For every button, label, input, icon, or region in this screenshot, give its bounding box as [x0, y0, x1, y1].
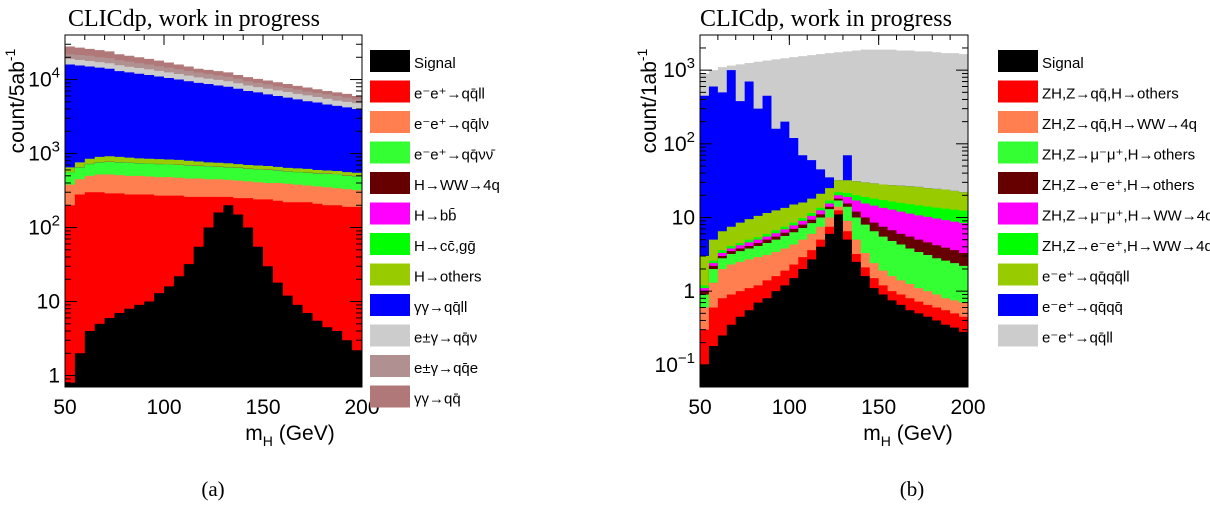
legend-label: ZH,Z→e⁻e⁺,H→WW→4q: [1042, 238, 1210, 255]
legend-label: H→others: [414, 269, 482, 286]
stack-area-1: [700, 214, 968, 387]
legend-swatch: [998, 233, 1038, 255]
y-tick-label: 1: [683, 280, 695, 303]
legend-swatch: [370, 324, 410, 347]
legend-swatch: [998, 263, 1038, 286]
y-tick-label: 10: [37, 291, 60, 314]
legend-swatch: [370, 385, 410, 408]
y-tick-label: 104: [28, 65, 60, 92]
legend-swatch: [370, 263, 410, 286]
legend-swatch: [998, 294, 1038, 316]
legend-label: ZH,Z→qq̄,H→WW→4q: [1042, 116, 1197, 133]
legend-label: ZH,Z→μ⁻μ⁺,H→others: [1042, 147, 1195, 164]
legend-label: e⁻e⁺→qq̄qq̄: [1042, 299, 1123, 316]
legend-swatch: [370, 233, 410, 255]
chart-2-areas: [700, 49, 968, 387]
chart-2-header: CLICdp, work in progress: [700, 6, 952, 32]
y-axis-label: count/5ab-1: [2, 48, 29, 153]
chart-2-legend: Signal ZH,Z→qq̄,H→others ZH,Z→qq̄,H→WW→4q Z…: [998, 50, 1210, 347]
y-tick-label: 1: [48, 365, 60, 388]
chart-1-header: CLICdp, work in progress: [68, 6, 320, 32]
chart-1-panel-label: (a): [201, 477, 224, 501]
legend-swatch: [998, 202, 1038, 225]
x-tick-label: 150: [861, 396, 896, 419]
legend-swatch: [370, 50, 410, 72]
legend-swatch: [370, 355, 410, 377]
legend-swatch: [998, 172, 1038, 194]
y-tick-label: 10: [672, 206, 695, 229]
legend-label: Signal: [414, 55, 456, 72]
legend-label: H→WW→4q: [414, 177, 500, 194]
x-tick-label: 100: [772, 396, 807, 419]
legend-label: e⁻e⁺→qq̄νν̄: [414, 147, 495, 164]
stack-area-1: [65, 205, 362, 387]
legend-label: H→bb̄: [414, 208, 457, 225]
x-tick-label: 150: [245, 396, 280, 419]
chart-1-frame: [64, 34, 363, 388]
legend-swatch: [998, 111, 1038, 133]
x-tick-label: 50: [53, 396, 76, 419]
legend-swatch: [370, 80, 410, 103]
legend-swatch: [998, 141, 1038, 164]
x-axis-label: mH (GeV): [863, 422, 952, 449]
legend-label: e±γ→qq̄e: [414, 360, 478, 377]
y-tick-label: 103: [28, 139, 60, 166]
x-tick-label: 200: [950, 396, 985, 419]
chart-2-panel-label: (b): [900, 477, 925, 501]
legend-swatch: [370, 141, 410, 164]
legend-swatch: [998, 80, 1038, 103]
legend-label: ZH,Z→μ⁻μ⁺,H→WW→4q: [1042, 208, 1210, 225]
x-tick-label: 50: [688, 396, 711, 419]
legend-label: e⁻e⁺→qq̄qq̄ll: [1042, 269, 1130, 286]
y-tick-label: 102: [28, 213, 60, 240]
legend-label: e⁻e⁺→qq̄ll: [1042, 330, 1113, 347]
x-axis-label: mH (GeV): [245, 422, 334, 449]
legend-swatch: [998, 50, 1038, 72]
y-axis-label: count/1ab-1: [634, 48, 661, 153]
legend-label: Signal: [1042, 55, 1084, 72]
legend-label: ZH,Z→qq̄,H→others: [1042, 86, 1179, 103]
legend-label: ZH,Z→e⁻e⁺,H→others: [1042, 177, 1195, 194]
legend-swatch: [370, 111, 410, 133]
y-tick-label: 10−1: [655, 350, 695, 377]
legend-label: e⁻e⁺→qq̄ll: [414, 86, 485, 103]
legend-label: e±γ→qq̄ν: [414, 330, 477, 347]
legend-swatch: [370, 202, 410, 225]
chart-2-frame: [699, 34, 969, 388]
legend-label: H→cc̄,gḡ: [414, 238, 476, 255]
legend-swatch: [370, 172, 410, 194]
chart-1-areas: [65, 46, 362, 387]
legend-label: γγ→qq̄: [414, 391, 461, 408]
chart-1-legend: Signal e⁻e⁺→qq̄ll e⁻e⁺→qq̄lν e⁻e⁺→qq̄νν̄ H→W…: [370, 50, 500, 408]
legend-swatch: [998, 324, 1038, 347]
y-tick-label: 102: [663, 129, 695, 156]
x-tick-label: 100: [146, 396, 181, 419]
legend-label: γγ→qq̄ll: [414, 299, 467, 316]
y-tick-label: 103: [663, 55, 695, 82]
legend-label: e⁻e⁺→qq̄lν: [414, 116, 489, 133]
legend-swatch: [370, 294, 410, 316]
